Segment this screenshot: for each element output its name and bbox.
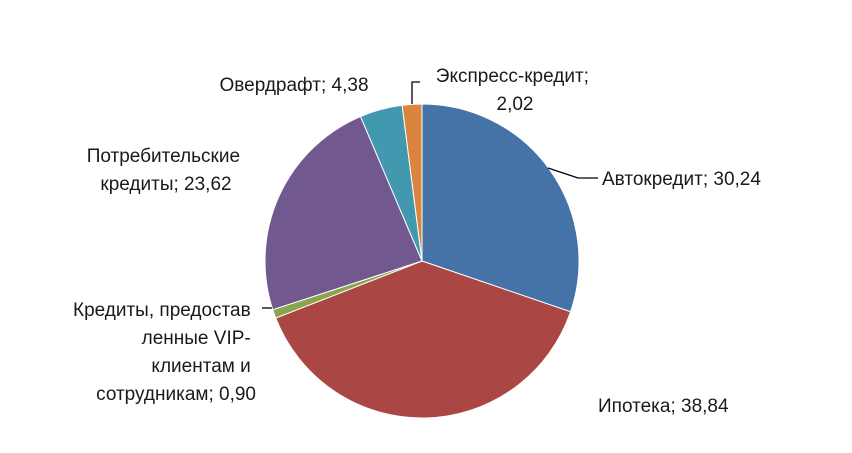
leader-line-autocredit [547,167,598,179]
label-ipoteka-line: Ипотека; 38,84 [598,396,729,417]
label-vip: Кредиты, предостав ленные VIP- клиентам … [73,300,256,405]
label-potreb-line-1: Потребительские [87,146,240,167]
label-overdraft-line: Овердрафт; 4,38 [219,75,368,96]
label-overdraft: Овердрафт; 4,38 [219,75,368,96]
label-autocredit: Автокредит; 30,24 [602,169,761,190]
pie-slice-autocredit [421,103,580,313]
leader-line-express [411,81,420,104]
pie-slice-ipoteka [275,260,572,419]
label-vip-line-2: ленные VIP- [142,328,251,349]
label-vip-line-4: сотрудникам; 0,90 [96,384,256,405]
leader-lines [262,81,598,309]
pie-slice-express [401,103,423,262]
label-potreb: Потребительские кредиты; 23,62 [87,146,246,195]
label-vip-line-1: Кредиты, предостав [73,300,251,321]
pie-slices [264,103,580,419]
label-express: Экспресс-кредит; 2,02 [436,66,594,115]
pie-slice-potreb [264,115,423,311]
label-vip-line-3: клиентам и [151,356,250,377]
label-ipoteka: Ипотека; 38,84 [598,396,729,417]
label-express-line-2: 2,02 [497,94,534,115]
label-potreb-line-2: кредиты; 23,62 [100,174,231,195]
label-express-line-1: Экспресс-кредит; [436,66,589,87]
label-autocredit-line: Автокредит; 30,24 [602,169,761,190]
